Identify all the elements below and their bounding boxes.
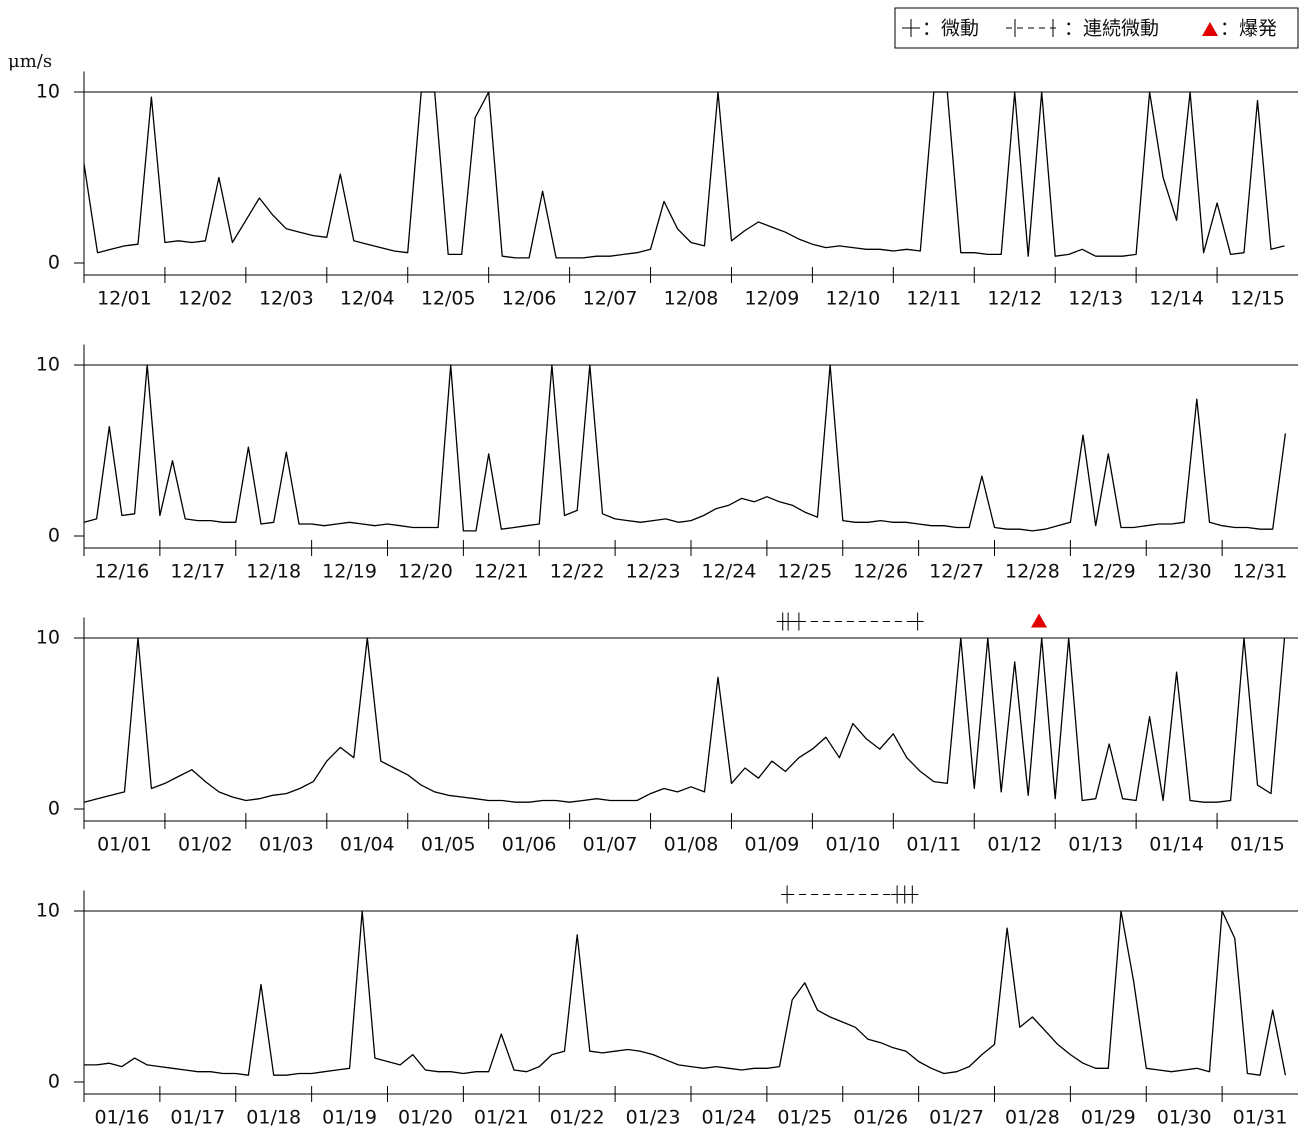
x-tick-label: 12/30	[1157, 561, 1212, 583]
x-tick-label: 01/30	[1157, 1107, 1212, 1129]
x-tick-label: 12/19	[322, 561, 377, 583]
x-tick-label: 01/31	[1233, 1107, 1288, 1129]
x-tick-label: 01/05	[421, 834, 476, 856]
x-tick-label: 01/11	[906, 834, 961, 856]
x-tick-label: 01/15	[1230, 834, 1285, 856]
x-tick-label: 01/29	[1081, 1107, 1136, 1129]
y-tick-label: 0	[48, 525, 60, 547]
x-tick-label: 01/18	[246, 1107, 301, 1129]
x-tick-label: 12/05	[421, 288, 476, 310]
x-tick-label: 12/16	[95, 561, 150, 583]
x-tick-label: 12/01	[97, 288, 152, 310]
data-line	[84, 910, 1287, 1076]
legend-symbol	[1202, 22, 1218, 36]
x-tick-label: 01/07	[583, 834, 638, 856]
y-tick-label: 0	[48, 1071, 60, 1093]
legend-label: ：微動	[922, 18, 979, 40]
x-tick-label: 12/20	[398, 561, 453, 583]
x-tick-label: 01/14	[1149, 834, 1204, 856]
x-tick-label: 01/27	[929, 1107, 984, 1129]
x-tick-label: 01/21	[474, 1107, 529, 1129]
x-tick-label: 01/06	[502, 834, 557, 856]
x-tick-label: 12/31	[1233, 561, 1288, 583]
x-tick-label: 01/02	[178, 834, 233, 856]
x-tick-label: 01/09	[745, 834, 800, 856]
legend-box	[894, 7, 1299, 49]
x-tick-label: 01/26	[853, 1107, 908, 1129]
x-tick-label: 01/23	[626, 1107, 681, 1129]
x-tick-label: 12/21	[474, 561, 529, 583]
x-tick-label: 01/19	[322, 1107, 377, 1129]
x-tick-label: 01/20	[398, 1107, 453, 1129]
x-tick-label: 12/02	[178, 288, 233, 310]
x-tick-label: 12/18	[246, 561, 301, 583]
x-tick-label: 12/25	[777, 561, 832, 583]
x-tick-label: 12/07	[583, 288, 638, 310]
x-tick-label: 12/04	[340, 288, 395, 310]
y-axis-unit: μm/s	[8, 51, 52, 72]
x-tick-label: 12/06	[502, 288, 557, 310]
legend-label: ：爆発	[1220, 18, 1277, 40]
x-tick-label: 12/28	[1005, 561, 1060, 583]
y-tick-label: 10	[36, 354, 60, 376]
x-tick-label: 12/08	[664, 288, 719, 310]
x-tick-label: 12/24	[702, 561, 757, 583]
x-tick-label: 01/08	[664, 834, 719, 856]
x-tick-label: 01/25	[777, 1107, 832, 1129]
x-tick-label: 01/03	[259, 834, 314, 856]
x-tick-label: 01/24	[702, 1107, 757, 1129]
x-tick-label: 12/29	[1081, 561, 1136, 583]
x-tick-label: 12/12	[987, 288, 1042, 310]
x-tick-label: 01/01	[97, 834, 152, 856]
x-tick-label: 01/16	[95, 1107, 150, 1129]
x-tick-label: 12/13	[1068, 288, 1123, 310]
x-tick-label: 12/17	[170, 561, 225, 583]
x-tick-label: 12/26	[853, 561, 908, 583]
x-tick-label: 01/10	[825, 834, 880, 856]
x-tick-label: 01/04	[340, 834, 395, 856]
y-tick-label: 10	[36, 627, 60, 649]
data-line	[83, 364, 1287, 532]
data-line	[83, 637, 1286, 803]
x-tick-label: 12/27	[929, 561, 984, 583]
y-tick-label: 0	[48, 798, 60, 820]
x-tick-label: 01/12	[987, 834, 1042, 856]
x-tick-label: 12/15	[1230, 288, 1285, 310]
x-tick-label: 01/22	[550, 1107, 605, 1129]
y-tick-label: 10	[36, 900, 60, 922]
x-tick-label: 12/23	[626, 561, 681, 583]
x-tick-label: 12/03	[259, 288, 314, 310]
x-tick-label: 12/22	[550, 561, 605, 583]
y-tick-label: 0	[48, 252, 60, 274]
x-tick-label: 12/11	[906, 288, 961, 310]
x-tick-label: 12/10	[825, 288, 880, 310]
x-tick-label: 01/28	[1005, 1107, 1060, 1129]
x-tick-label: 12/09	[745, 288, 800, 310]
x-tick-label: 12/14	[1149, 288, 1204, 310]
legend-label: ：連続微動	[1064, 18, 1159, 40]
y-tick-label: 10	[36, 81, 60, 103]
data-line	[83, 91, 1285, 259]
eruption-mark	[1031, 613, 1048, 628]
x-tick-label: 01/17	[170, 1107, 225, 1129]
x-tick-label: 01/13	[1068, 834, 1123, 856]
